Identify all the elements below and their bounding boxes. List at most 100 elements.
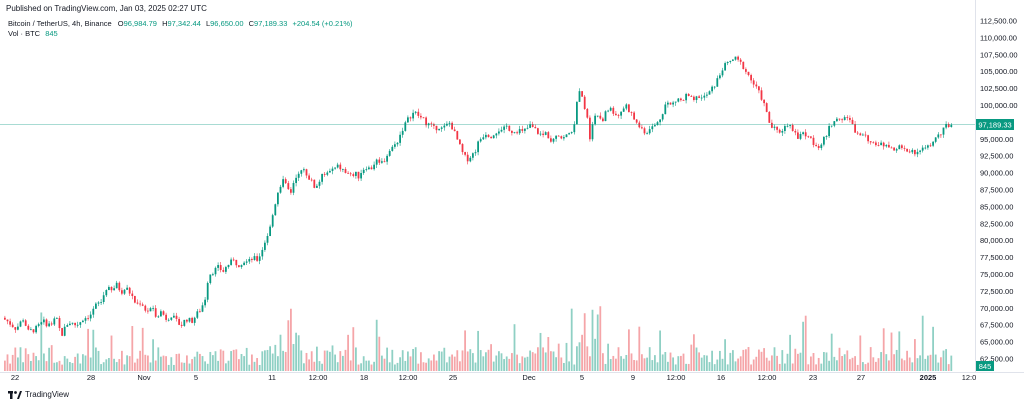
volume-bar — [110, 335, 113, 371]
candle-body — [407, 117, 409, 123]
candle-body — [373, 164, 375, 170]
candle-body — [544, 132, 547, 135]
candle-body — [266, 235, 269, 243]
candle-body — [625, 104, 628, 109]
candle-body — [763, 99, 765, 104]
volume-bar — [375, 319, 378, 371]
candle-body — [674, 101, 677, 103]
volume-bar — [417, 363, 420, 371]
candle-body — [219, 265, 222, 271]
volume-bar — [810, 356, 812, 371]
volume-bar — [685, 363, 687, 371]
candle-body — [274, 204, 277, 216]
price-tick-label: 105,000.00 — [980, 67, 1018, 76]
volume-bar — [30, 360, 32, 371]
volume-tag-bg — [976, 361, 994, 371]
candle-body — [635, 119, 638, 123]
volume-bar — [695, 347, 698, 371]
volume-bar — [310, 351, 313, 371]
candle-body — [154, 308, 157, 317]
volume-bar — [630, 353, 633, 371]
candle-body — [152, 308, 154, 309]
volume-bar — [602, 353, 604, 371]
candle-body — [230, 259, 232, 265]
low-value: 96,650.00 — [210, 19, 244, 28]
candle-body — [352, 174, 355, 176]
candle-body — [648, 129, 651, 134]
candle-body — [87, 318, 89, 319]
candle-body — [264, 242, 266, 250]
tradingview-footer[interactable]: TradingView — [8, 390, 69, 399]
volume-bar — [420, 352, 422, 371]
candle-body — [399, 134, 401, 143]
candle-body — [622, 108, 625, 112]
candle-body — [110, 286, 113, 291]
volume-bar — [648, 347, 651, 371]
volume-bar — [815, 364, 817, 371]
candle-body — [440, 127, 443, 129]
volume-bar — [453, 356, 456, 371]
candle-body — [193, 317, 196, 323]
volume-bar — [550, 351, 552, 371]
candle-body — [63, 326, 66, 336]
candle-body — [838, 118, 841, 120]
candle-body — [209, 274, 212, 283]
candle-body — [329, 170, 331, 173]
volume-bar — [383, 358, 386, 371]
volume-bar — [381, 355, 383, 371]
candle-body — [747, 71, 750, 76]
volume-bar — [448, 356, 451, 371]
volume-bar — [22, 362, 24, 371]
candle-body — [901, 145, 903, 148]
volume-bar — [394, 364, 396, 371]
volume-bar — [27, 354, 30, 371]
volume-bar — [97, 350, 100, 371]
candle-body — [175, 315, 178, 319]
candle-body — [578, 91, 581, 102]
volume-bar — [196, 351, 199, 371]
volume-bar — [786, 353, 789, 371]
volume-bar — [804, 315, 807, 371]
volume-bar — [287, 320, 290, 371]
candle-body — [349, 173, 352, 175]
candle-body — [737, 56, 739, 60]
volume-bars — [4, 306, 953, 371]
volume-bar — [745, 349, 747, 371]
candle-body — [521, 129, 524, 131]
candle-body — [513, 132, 516, 134]
candle-body — [420, 115, 422, 118]
volume-bar — [495, 355, 498, 371]
volume-bar — [524, 357, 526, 371]
candle-body — [279, 186, 282, 193]
candle-body — [604, 111, 607, 122]
volume-bar — [253, 361, 256, 371]
volume-bar — [646, 357, 648, 371]
volume-bar — [791, 363, 794, 371]
volume-bar — [61, 364, 63, 371]
volume-bar — [240, 354, 243, 371]
time-tick-label: 12:00 — [667, 373, 686, 382]
candle-body — [854, 124, 856, 133]
candle-body — [898, 145, 901, 150]
symbol-title[interactable]: Bitcoin / TetherUS, 4h, Binance — [8, 19, 112, 28]
volume-bar — [269, 346, 271, 371]
candle-body — [927, 145, 929, 148]
volume-bar — [178, 353, 180, 371]
candle-body — [830, 125, 833, 127]
candlesticks — [4, 55, 953, 337]
price-tick-label: 77,500.00 — [980, 253, 1013, 262]
volume-bar — [295, 332, 297, 371]
candle-body — [734, 56, 737, 60]
candle-body — [251, 259, 253, 260]
candle-body — [404, 122, 407, 131]
candle-body — [115, 282, 118, 289]
price-tick-label: 90,000.00 — [980, 169, 1013, 178]
volume-label[interactable]: Vol · BTC — [8, 29, 41, 38]
volume-bar — [225, 363, 227, 371]
candle-body — [469, 157, 472, 162]
volume-bar — [170, 357, 173, 371]
volume-bar — [63, 356, 66, 371]
candle-body — [552, 138, 555, 142]
volume-bar — [6, 354, 9, 371]
